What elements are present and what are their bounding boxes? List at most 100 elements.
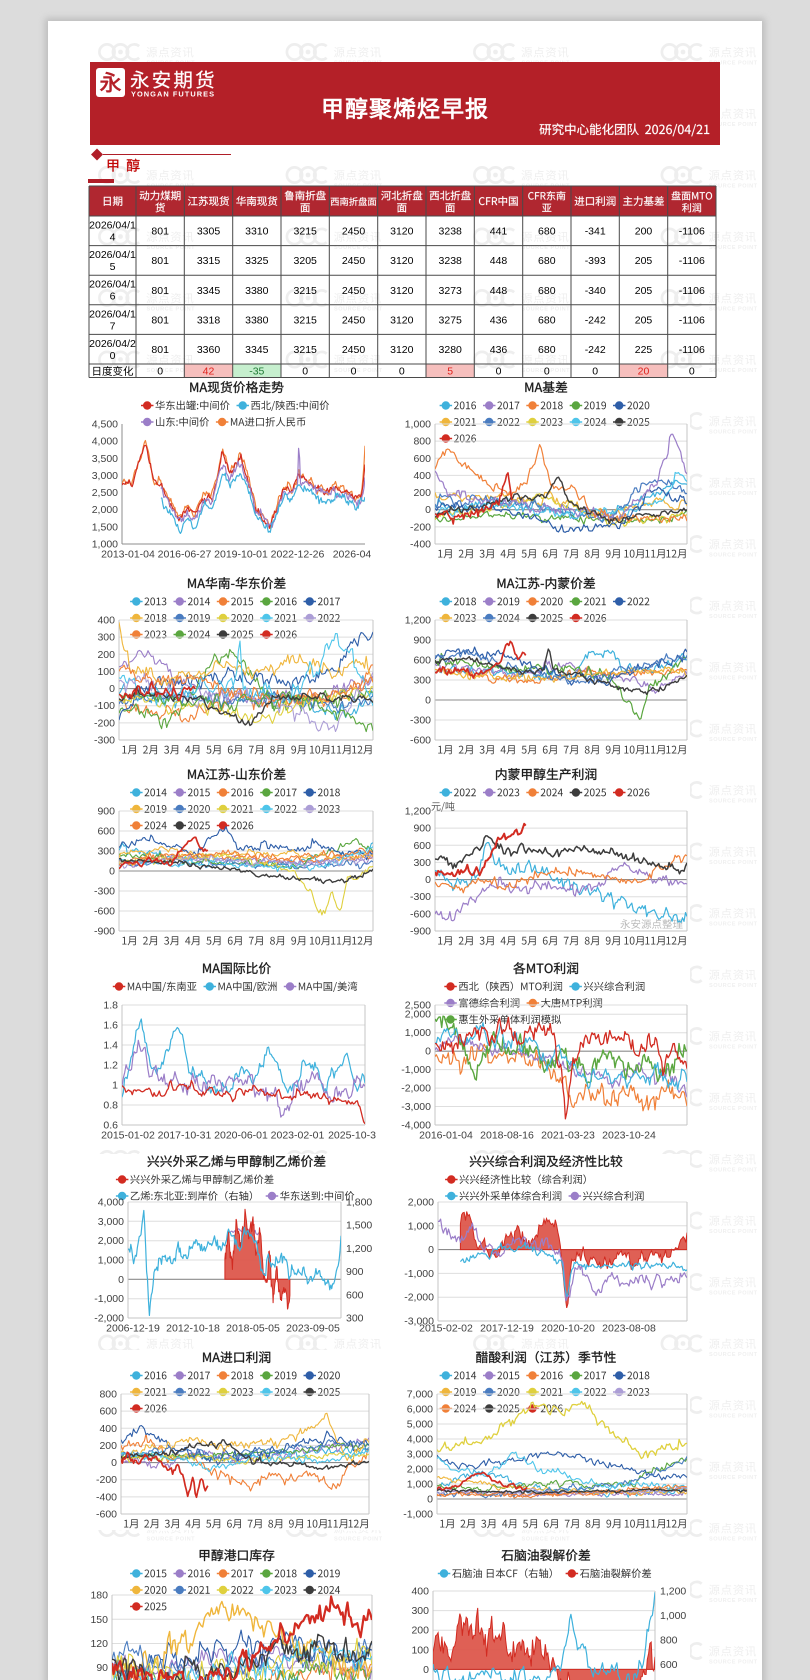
svg-text:2023-08-08: 2023-08-08 [602, 1323, 656, 1335]
svg-text:2021-03-23: 2021-03-23 [541, 1130, 595, 1142]
svg-text:6,000: 6,000 [407, 1404, 433, 1416]
svg-text:600: 600 [99, 1406, 117, 1418]
svg-text:0: 0 [427, 1494, 433, 1506]
svg-text:0: 0 [425, 504, 431, 516]
svg-text:801: 801 [151, 344, 169, 356]
svg-text:3215: 3215 [294, 285, 318, 297]
svg-text:2450: 2450 [342, 226, 366, 238]
svg-text:4,000: 4,000 [407, 1434, 433, 1446]
svg-text:3120: 3120 [390, 344, 414, 356]
svg-text:3275: 3275 [439, 314, 463, 326]
svg-text:-600: -600 [410, 735, 431, 747]
svg-text:2023-09-05: 2023-09-05 [286, 1323, 340, 1335]
svg-text:205: 205 [635, 255, 653, 267]
svg-text:0: 0 [111, 1457, 117, 1469]
svg-text:-35: -35 [249, 366, 264, 378]
svg-text:0: 0 [109, 683, 115, 695]
svg-text:200: 200 [411, 1625, 429, 1637]
svg-text:300: 300 [413, 675, 431, 687]
svg-text:3215: 3215 [294, 344, 318, 356]
svg-text:441: 441 [490, 226, 508, 238]
svg-text:-300: -300 [94, 886, 115, 898]
svg-text:2450: 2450 [342, 344, 366, 356]
svg-text:300: 300 [97, 846, 115, 858]
svg-text:225: 225 [635, 344, 653, 356]
svg-text:7: 7 [110, 320, 116, 332]
svg-text:4,000: 4,000 [98, 1197, 124, 1209]
svg-text:400: 400 [413, 470, 431, 482]
svg-text:-400: -400 [410, 539, 431, 551]
svg-text:0: 0 [399, 366, 405, 378]
svg-text:2,500: 2,500 [92, 487, 118, 499]
svg-text:0.8: 0.8 [103, 1100, 118, 1112]
svg-text:1,000: 1,000 [408, 1220, 434, 1232]
svg-text:1,000: 1,000 [92, 539, 118, 551]
svg-text:4,500: 4,500 [92, 419, 118, 431]
svg-text:0: 0 [496, 366, 502, 378]
svg-text:-300: -300 [94, 735, 115, 747]
svg-text:3280: 3280 [439, 344, 463, 356]
svg-text:0: 0 [423, 1664, 429, 1676]
svg-text:-1106: -1106 [679, 285, 705, 297]
svg-text:3120: 3120 [390, 226, 414, 238]
svg-text:200: 200 [413, 487, 431, 499]
svg-text:400: 400 [97, 615, 115, 627]
svg-text:-900: -900 [94, 926, 115, 938]
svg-text:-4,000: -4,000 [401, 1120, 431, 1132]
svg-text:-200: -200 [410, 521, 431, 533]
svg-text:900: 900 [413, 823, 431, 835]
svg-text:801: 801 [151, 285, 169, 297]
svg-text:3,000: 3,000 [92, 470, 118, 482]
svg-text:-2,000: -2,000 [401, 1083, 431, 1095]
svg-text:-1106: -1106 [679, 226, 705, 238]
svg-text:2016-01-04: 2016-01-04 [419, 1130, 473, 1142]
svg-text:400: 400 [99, 1423, 117, 1435]
svg-text:4,000: 4,000 [92, 436, 118, 448]
svg-text:0: 0 [689, 366, 695, 378]
svg-text:-2,000: -2,000 [404, 1292, 434, 1304]
svg-text:200: 200 [635, 226, 653, 238]
svg-text:2,000: 2,000 [405, 1009, 431, 1021]
svg-text:2022-12-26: 2022-12-26 [271, 549, 325, 561]
svg-text:801: 801 [151, 255, 169, 267]
svg-text:20: 20 [638, 366, 650, 378]
svg-text:1,000: 1,000 [98, 1255, 124, 1267]
svg-text:0: 0 [157, 366, 163, 378]
svg-text:5,000: 5,000 [407, 1419, 433, 1431]
svg-text:-200: -200 [94, 717, 115, 729]
svg-text:180: 180 [90, 1590, 108, 1602]
svg-text:0: 0 [428, 1244, 434, 1256]
svg-text:0: 0 [592, 366, 598, 378]
svg-text:2017-10-31: 2017-10-31 [158, 1130, 212, 1142]
svg-text:3305: 3305 [197, 226, 221, 238]
svg-text:2,000: 2,000 [408, 1197, 434, 1209]
svg-text:1,200: 1,200 [660, 1586, 686, 1598]
svg-text:-600: -600 [410, 908, 431, 920]
svg-text:-341: -341 [585, 226, 606, 238]
svg-text:5: 5 [447, 366, 453, 378]
svg-text:3,000: 3,000 [98, 1216, 124, 1228]
svg-text:0: 0 [110, 350, 116, 362]
svg-text:3380: 3380 [245, 314, 269, 326]
svg-text:90: 90 [96, 1662, 108, 1674]
svg-text:448: 448 [490, 255, 508, 267]
svg-text:436: 436 [490, 344, 508, 356]
svg-text:2,000: 2,000 [92, 504, 118, 516]
svg-text:2026/04/1: 2026/04/1 [89, 220, 136, 232]
svg-text:300: 300 [346, 1313, 364, 1325]
svg-text:2,000: 2,000 [98, 1235, 124, 1247]
svg-text:5: 5 [110, 261, 116, 273]
svg-text:200: 200 [97, 649, 115, 661]
svg-text:3120: 3120 [390, 314, 414, 326]
svg-text:-300: -300 [410, 891, 431, 903]
svg-text:1,000: 1,000 [407, 1479, 433, 1491]
svg-text:42: 42 [203, 366, 215, 378]
svg-text:205: 205 [635, 314, 653, 326]
svg-text:3345: 3345 [245, 344, 269, 356]
svg-text:300: 300 [411, 1605, 429, 1617]
svg-text:-2,000: -2,000 [94, 1313, 124, 1325]
svg-text:436: 436 [490, 314, 508, 326]
svg-text:3,500: 3,500 [92, 453, 118, 465]
svg-text:2012-10-18: 2012-10-18 [166, 1323, 220, 1335]
svg-text:900: 900 [346, 1266, 364, 1278]
